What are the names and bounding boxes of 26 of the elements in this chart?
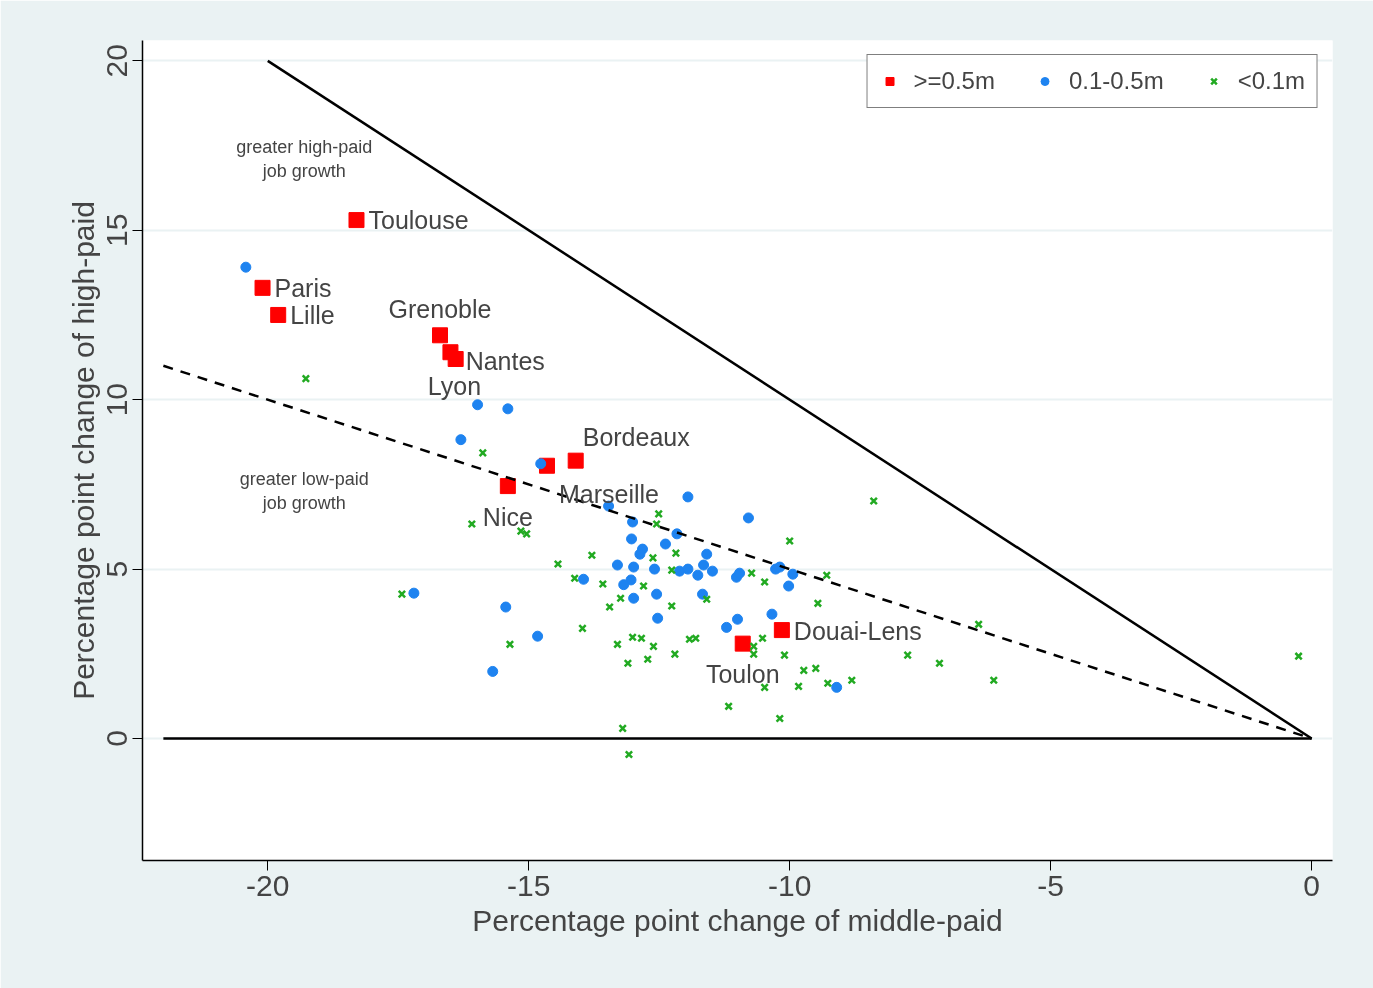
x-tick-label: 0	[1303, 868, 1320, 902]
annotation: Nice	[482, 503, 533, 532]
annotation: Paris	[274, 273, 332, 302]
x-axis-title: Percentage point change of middle-paid	[472, 903, 1003, 937]
annotation: Bordeaux	[582, 422, 691, 451]
annotation: greater high-paid job growth	[236, 137, 373, 182]
annotation: Marseille	[559, 479, 660, 508]
annotation: Toulon	[705, 659, 780, 688]
legend-label: 0.1-0.5m	[1068, 67, 1164, 95]
annotation: greater low-paid job growth	[239, 469, 369, 514]
annotation: Toulouse	[368, 206, 469, 235]
x-tick-label: -20	[246, 868, 290, 902]
x-tick-label: -5	[1037, 868, 1065, 902]
y-tick-label: 20	[100, 44, 134, 78]
annotation: Grenoble	[388, 295, 492, 324]
legend-label: <0.1m	[1237, 67, 1305, 95]
y-tick-label: 5	[100, 560, 134, 578]
x-tick-label: -10	[768, 868, 812, 902]
y-tick-label: 10	[100, 382, 134, 417]
legend-label: >=0.5m	[913, 67, 995, 95]
y-tick-label: 15	[100, 213, 134, 247]
annotation: Lille	[290, 300, 335, 329]
y-axis-title: Percentage point change of high-paid	[66, 201, 100, 700]
y-tick-label: 0	[100, 730, 134, 747]
annotation: Douai-Lens	[793, 617, 922, 646]
x-tick-label: -15	[507, 868, 551, 902]
